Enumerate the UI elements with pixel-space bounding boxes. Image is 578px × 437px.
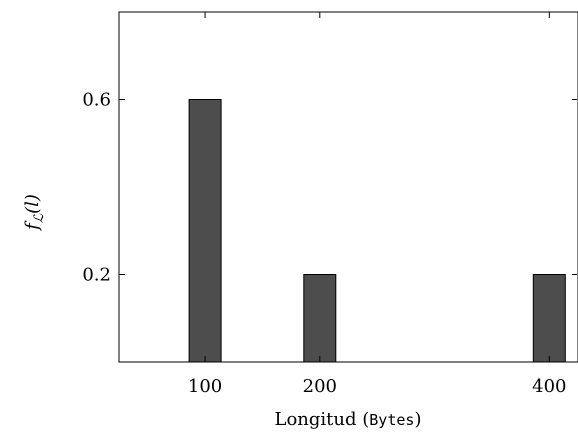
- y-axis-label: fℒ(l): [22, 194, 47, 232]
- bar-400: [532, 274, 566, 363]
- chart-marks: 100 200 400 0.2 0.6: [82, 12, 577, 397]
- y-axis-label-subscript: ℒ: [32, 213, 47, 223]
- y-axis-label-arg: (l): [22, 194, 43, 214]
- x-axis-label-unit: Bytes: [369, 411, 414, 429]
- x-tick-label-200: 200: [303, 376, 337, 397]
- x-axis-label-suffix: ): [414, 409, 421, 430]
- y-tick-label-0.2: 0.2: [82, 265, 111, 286]
- plot-area-frame: [118, 11, 578, 363]
- bar-200: [303, 274, 337, 363]
- x-axis-label-prefix: Longitud (: [275, 409, 370, 430]
- y-tick-label-0.6: 0.6: [82, 90, 111, 111]
- x-axis-label: Longitud (Bytes): [275, 409, 422, 430]
- bar-100: [188, 99, 222, 363]
- x-tick-label-400: 400: [532, 376, 566, 397]
- x-tick-label-100: 100: [188, 376, 222, 397]
